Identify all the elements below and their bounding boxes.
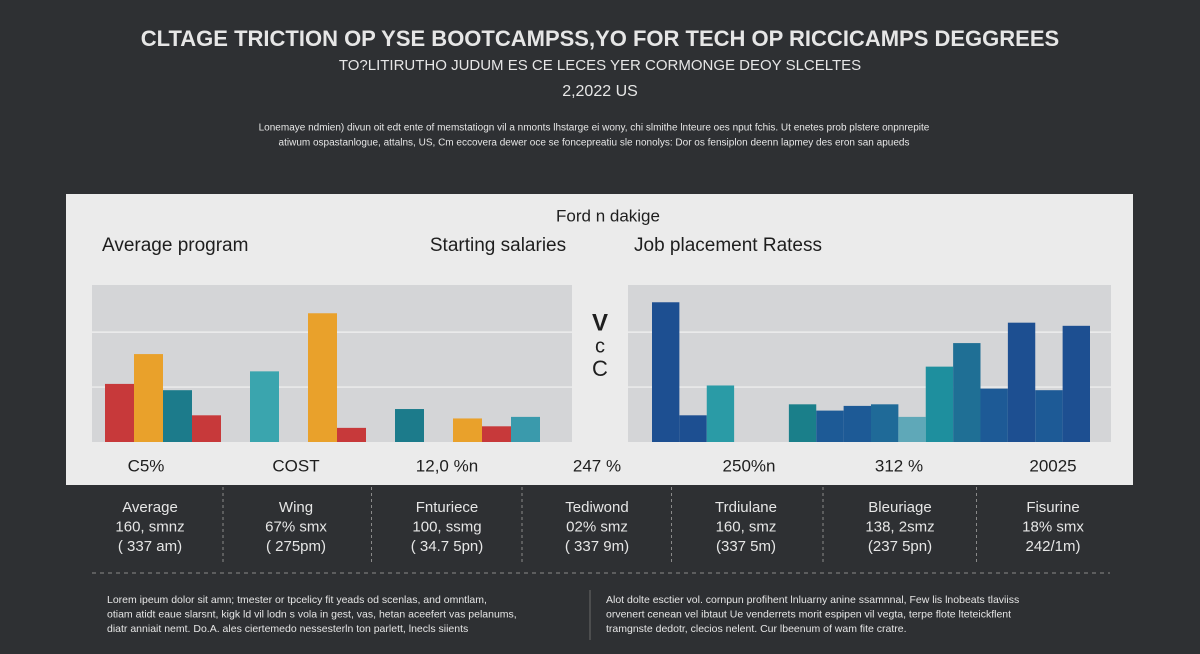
- bar: [395, 409, 424, 442]
- column-text: ( 34.7 5pn): [411, 538, 484, 555]
- footer-line: orvenert cenean vel ibtaut Ue venderrets…: [606, 608, 1011, 620]
- bar: [308, 313, 337, 442]
- column-text: Tediwond: [565, 499, 628, 516]
- column-text: 02% smz: [566, 518, 628, 535]
- bar: [980, 388, 1008, 442]
- subtitle: TO?LITIRUTHO JUDUM ES CE LECES YER CORMO…: [339, 57, 861, 74]
- column-text: Bleuriage: [868, 499, 931, 516]
- intro-line: Lonemaye ndmien) divun oit edt ente of m…: [259, 123, 930, 134]
- summary-label: 312 %: [875, 456, 923, 475]
- bar: [706, 385, 735, 442]
- bar: [1035, 390, 1063, 442]
- column-text: 160, smz: [716, 518, 777, 535]
- bar: [134, 354, 163, 442]
- bar: [163, 390, 192, 442]
- column-text: ( 275pm): [266, 538, 326, 555]
- column-text: Wing: [279, 499, 313, 516]
- summary-label: C5%: [128, 456, 165, 475]
- bar: [816, 410, 844, 442]
- bar: [871, 404, 899, 442]
- column-text: 138, 2smz: [865, 518, 934, 535]
- column-text: Average: [122, 499, 178, 516]
- bar: [482, 426, 511, 442]
- intro-line: atiwum ospastanlogue, attalns, US, Cm ec…: [279, 138, 910, 149]
- bar: [250, 371, 279, 442]
- column-text: Fisurine: [1026, 499, 1079, 516]
- column-text: Trdiulane: [715, 499, 777, 516]
- summary-label: 12,0 %n: [416, 456, 478, 475]
- bar: [1062, 325, 1090, 442]
- panel-title: Ford n dakige: [556, 206, 660, 225]
- column-text: 67% smx: [265, 518, 327, 535]
- bar: [925, 366, 954, 442]
- column-text: ( 337 9m): [565, 538, 629, 555]
- bar: [679, 415, 707, 442]
- heading: Job placement Ratess: [634, 235, 822, 256]
- summary-label: 20025: [1029, 456, 1076, 475]
- heading: Starting salaries: [430, 235, 566, 256]
- column-text: 100, ssmg: [412, 518, 481, 535]
- bar: [105, 383, 134, 442]
- bar: [1007, 322, 1036, 442]
- summary-label: 247 %: [573, 456, 621, 475]
- column-text: ( 337 am): [118, 538, 182, 555]
- summary-label: 250%n: [723, 456, 776, 475]
- bar: [788, 404, 817, 442]
- footer-line: Lorem ipeum dolor sit amn; tmester or tp…: [107, 594, 487, 606]
- footer-line: otiam atidt eaue slarsnt, kigk ld vil lo…: [107, 608, 517, 620]
- summary-label: COST: [272, 456, 319, 475]
- column-text: 18% smx: [1022, 518, 1084, 535]
- column-text: 242/1m): [1025, 538, 1080, 555]
- bar: [898, 416, 926, 442]
- date: 2,2022 US: [562, 83, 638, 100]
- middle-letter: c: [595, 335, 605, 357]
- footer-line: tramgnste dedotr, clecios nelent. Cur lb…: [606, 623, 907, 635]
- column-text: (237 5pn): [868, 538, 932, 555]
- bar: [337, 427, 366, 442]
- column-text: 160, smnz: [115, 518, 184, 535]
- footer-line: Alot dolte esctier vol. cornpun profihen…: [606, 594, 1019, 606]
- bar: [953, 343, 981, 442]
- bar: [511, 416, 540, 442]
- column-text: (337 5m): [716, 538, 776, 555]
- middle-letter: V: [592, 309, 608, 336]
- bar: [453, 418, 482, 442]
- title: CLTAGE TRICTION OP YSE BOOTCAMPSS,YO FOR…: [141, 26, 1059, 51]
- heading: Average program: [102, 235, 248, 256]
- bar: [192, 415, 221, 442]
- middle-letter: C: [592, 356, 608, 381]
- footer-line: diatr anniait nemt. Do.A. ales ciertemed…: [107, 623, 468, 635]
- column-text: Fnturiece: [416, 499, 479, 516]
- bar: [843, 405, 871, 442]
- bar: [652, 302, 680, 442]
